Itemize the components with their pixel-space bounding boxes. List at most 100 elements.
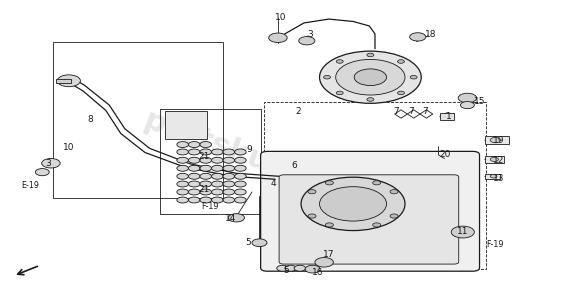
Circle shape	[234, 165, 246, 171]
Circle shape	[57, 75, 80, 87]
Circle shape	[188, 157, 200, 163]
Text: F-19: F-19	[201, 202, 218, 211]
Circle shape	[324, 75, 331, 79]
Circle shape	[223, 173, 234, 179]
Circle shape	[285, 265, 296, 271]
Circle shape	[188, 149, 200, 155]
Text: 21: 21	[199, 152, 210, 161]
Circle shape	[252, 239, 267, 246]
Circle shape	[223, 181, 234, 187]
Circle shape	[177, 165, 188, 171]
Circle shape	[188, 165, 200, 171]
Circle shape	[320, 187, 387, 221]
Circle shape	[188, 189, 200, 195]
Circle shape	[308, 190, 316, 194]
Circle shape	[451, 226, 474, 238]
Circle shape	[234, 197, 246, 203]
Circle shape	[211, 173, 223, 179]
Text: 1: 1	[445, 112, 451, 121]
Text: 11: 11	[457, 227, 468, 236]
Text: 12: 12	[493, 156, 504, 165]
Text: 20: 20	[440, 150, 451, 159]
Circle shape	[223, 149, 234, 155]
Circle shape	[200, 149, 211, 155]
Circle shape	[269, 33, 287, 43]
Circle shape	[200, 142, 211, 148]
Text: 5: 5	[245, 238, 251, 247]
Circle shape	[42, 159, 60, 168]
Circle shape	[336, 91, 343, 95]
Circle shape	[211, 149, 223, 155]
Circle shape	[211, 165, 223, 171]
Circle shape	[35, 169, 49, 176]
Bar	[263, 102, 486, 269]
Circle shape	[367, 53, 374, 57]
Circle shape	[177, 181, 188, 187]
Text: 19: 19	[493, 136, 504, 145]
Circle shape	[211, 197, 223, 203]
Circle shape	[354, 69, 387, 86]
Circle shape	[325, 223, 334, 227]
Circle shape	[234, 149, 246, 155]
Circle shape	[200, 181, 211, 187]
FancyBboxPatch shape	[279, 175, 459, 264]
Circle shape	[277, 265, 288, 271]
Text: 3: 3	[307, 30, 313, 39]
Bar	[53, 42, 223, 198]
Circle shape	[305, 265, 320, 273]
Circle shape	[223, 165, 234, 171]
Circle shape	[373, 181, 381, 185]
Circle shape	[177, 189, 188, 195]
Circle shape	[301, 177, 405, 231]
Circle shape	[200, 165, 211, 171]
Circle shape	[460, 102, 474, 109]
Bar	[166, 111, 207, 139]
Text: partskubota: partskubota	[140, 105, 347, 204]
Circle shape	[315, 257, 334, 267]
Text: 17: 17	[323, 250, 335, 259]
Circle shape	[336, 59, 405, 95]
Circle shape	[299, 37, 315, 45]
Text: 18: 18	[425, 30, 437, 39]
Text: 7: 7	[422, 107, 428, 117]
Circle shape	[234, 157, 246, 163]
Circle shape	[308, 214, 316, 218]
Text: 10: 10	[275, 13, 287, 21]
Circle shape	[325, 181, 334, 185]
Circle shape	[398, 60, 405, 63]
Text: E-19: E-19	[22, 181, 40, 190]
Circle shape	[188, 181, 200, 187]
Text: 7: 7	[394, 107, 400, 117]
Circle shape	[490, 175, 497, 178]
Circle shape	[223, 197, 234, 203]
Text: 4: 4	[270, 179, 276, 188]
Circle shape	[398, 91, 405, 95]
Text: 21: 21	[199, 184, 210, 193]
Circle shape	[188, 142, 200, 148]
Circle shape	[188, 197, 200, 203]
Circle shape	[177, 142, 188, 148]
Circle shape	[390, 190, 398, 194]
Bar	[485, 156, 504, 163]
Text: 5: 5	[284, 266, 290, 274]
Circle shape	[490, 157, 499, 162]
Text: F-19: F-19	[486, 240, 504, 249]
Bar	[439, 113, 453, 120]
Circle shape	[390, 214, 398, 218]
Text: 2: 2	[295, 107, 301, 117]
Circle shape	[410, 75, 417, 79]
Circle shape	[177, 197, 188, 203]
Circle shape	[458, 93, 477, 103]
Bar	[56, 79, 71, 83]
Circle shape	[200, 197, 211, 203]
Bar	[160, 109, 261, 214]
Text: 14: 14	[225, 214, 236, 223]
Circle shape	[294, 265, 306, 271]
Circle shape	[373, 223, 381, 227]
Circle shape	[234, 173, 246, 179]
Text: 9: 9	[246, 145, 252, 153]
Text: 6: 6	[291, 161, 297, 170]
Text: 15: 15	[474, 97, 486, 106]
Text: 7: 7	[408, 107, 413, 117]
Circle shape	[490, 137, 500, 143]
